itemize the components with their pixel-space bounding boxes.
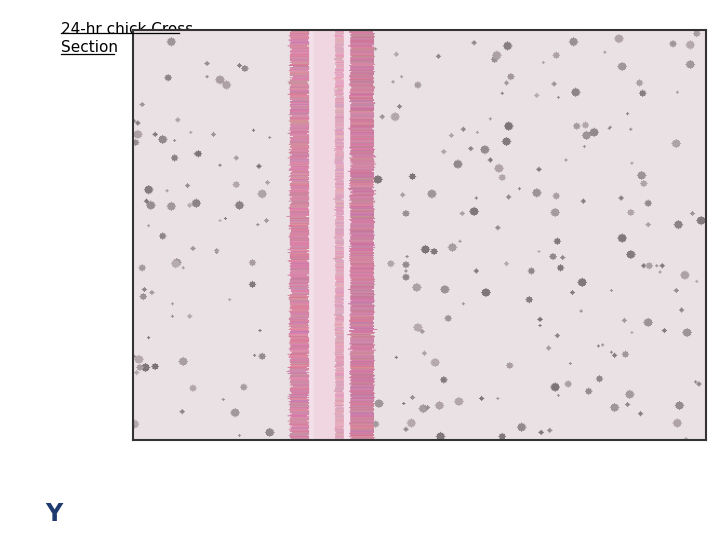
Text: Y: Y bbox=[45, 502, 63, 526]
Circle shape bbox=[0, 494, 313, 532]
Text: PDBio 325 | Tissue Biology: PDBio 325 | Tissue Biology bbox=[458, 504, 698, 522]
Text: Mesoderm: Mesoderm bbox=[325, 243, 440, 283]
Text: Endoderm: Endoderm bbox=[315, 311, 471, 335]
Text: Ectoderm: Ectoderm bbox=[158, 165, 280, 214]
Text: 24-hr chick Cross: 24-hr chick Cross bbox=[61, 22, 194, 37]
Text: Section: Section bbox=[61, 40, 118, 55]
